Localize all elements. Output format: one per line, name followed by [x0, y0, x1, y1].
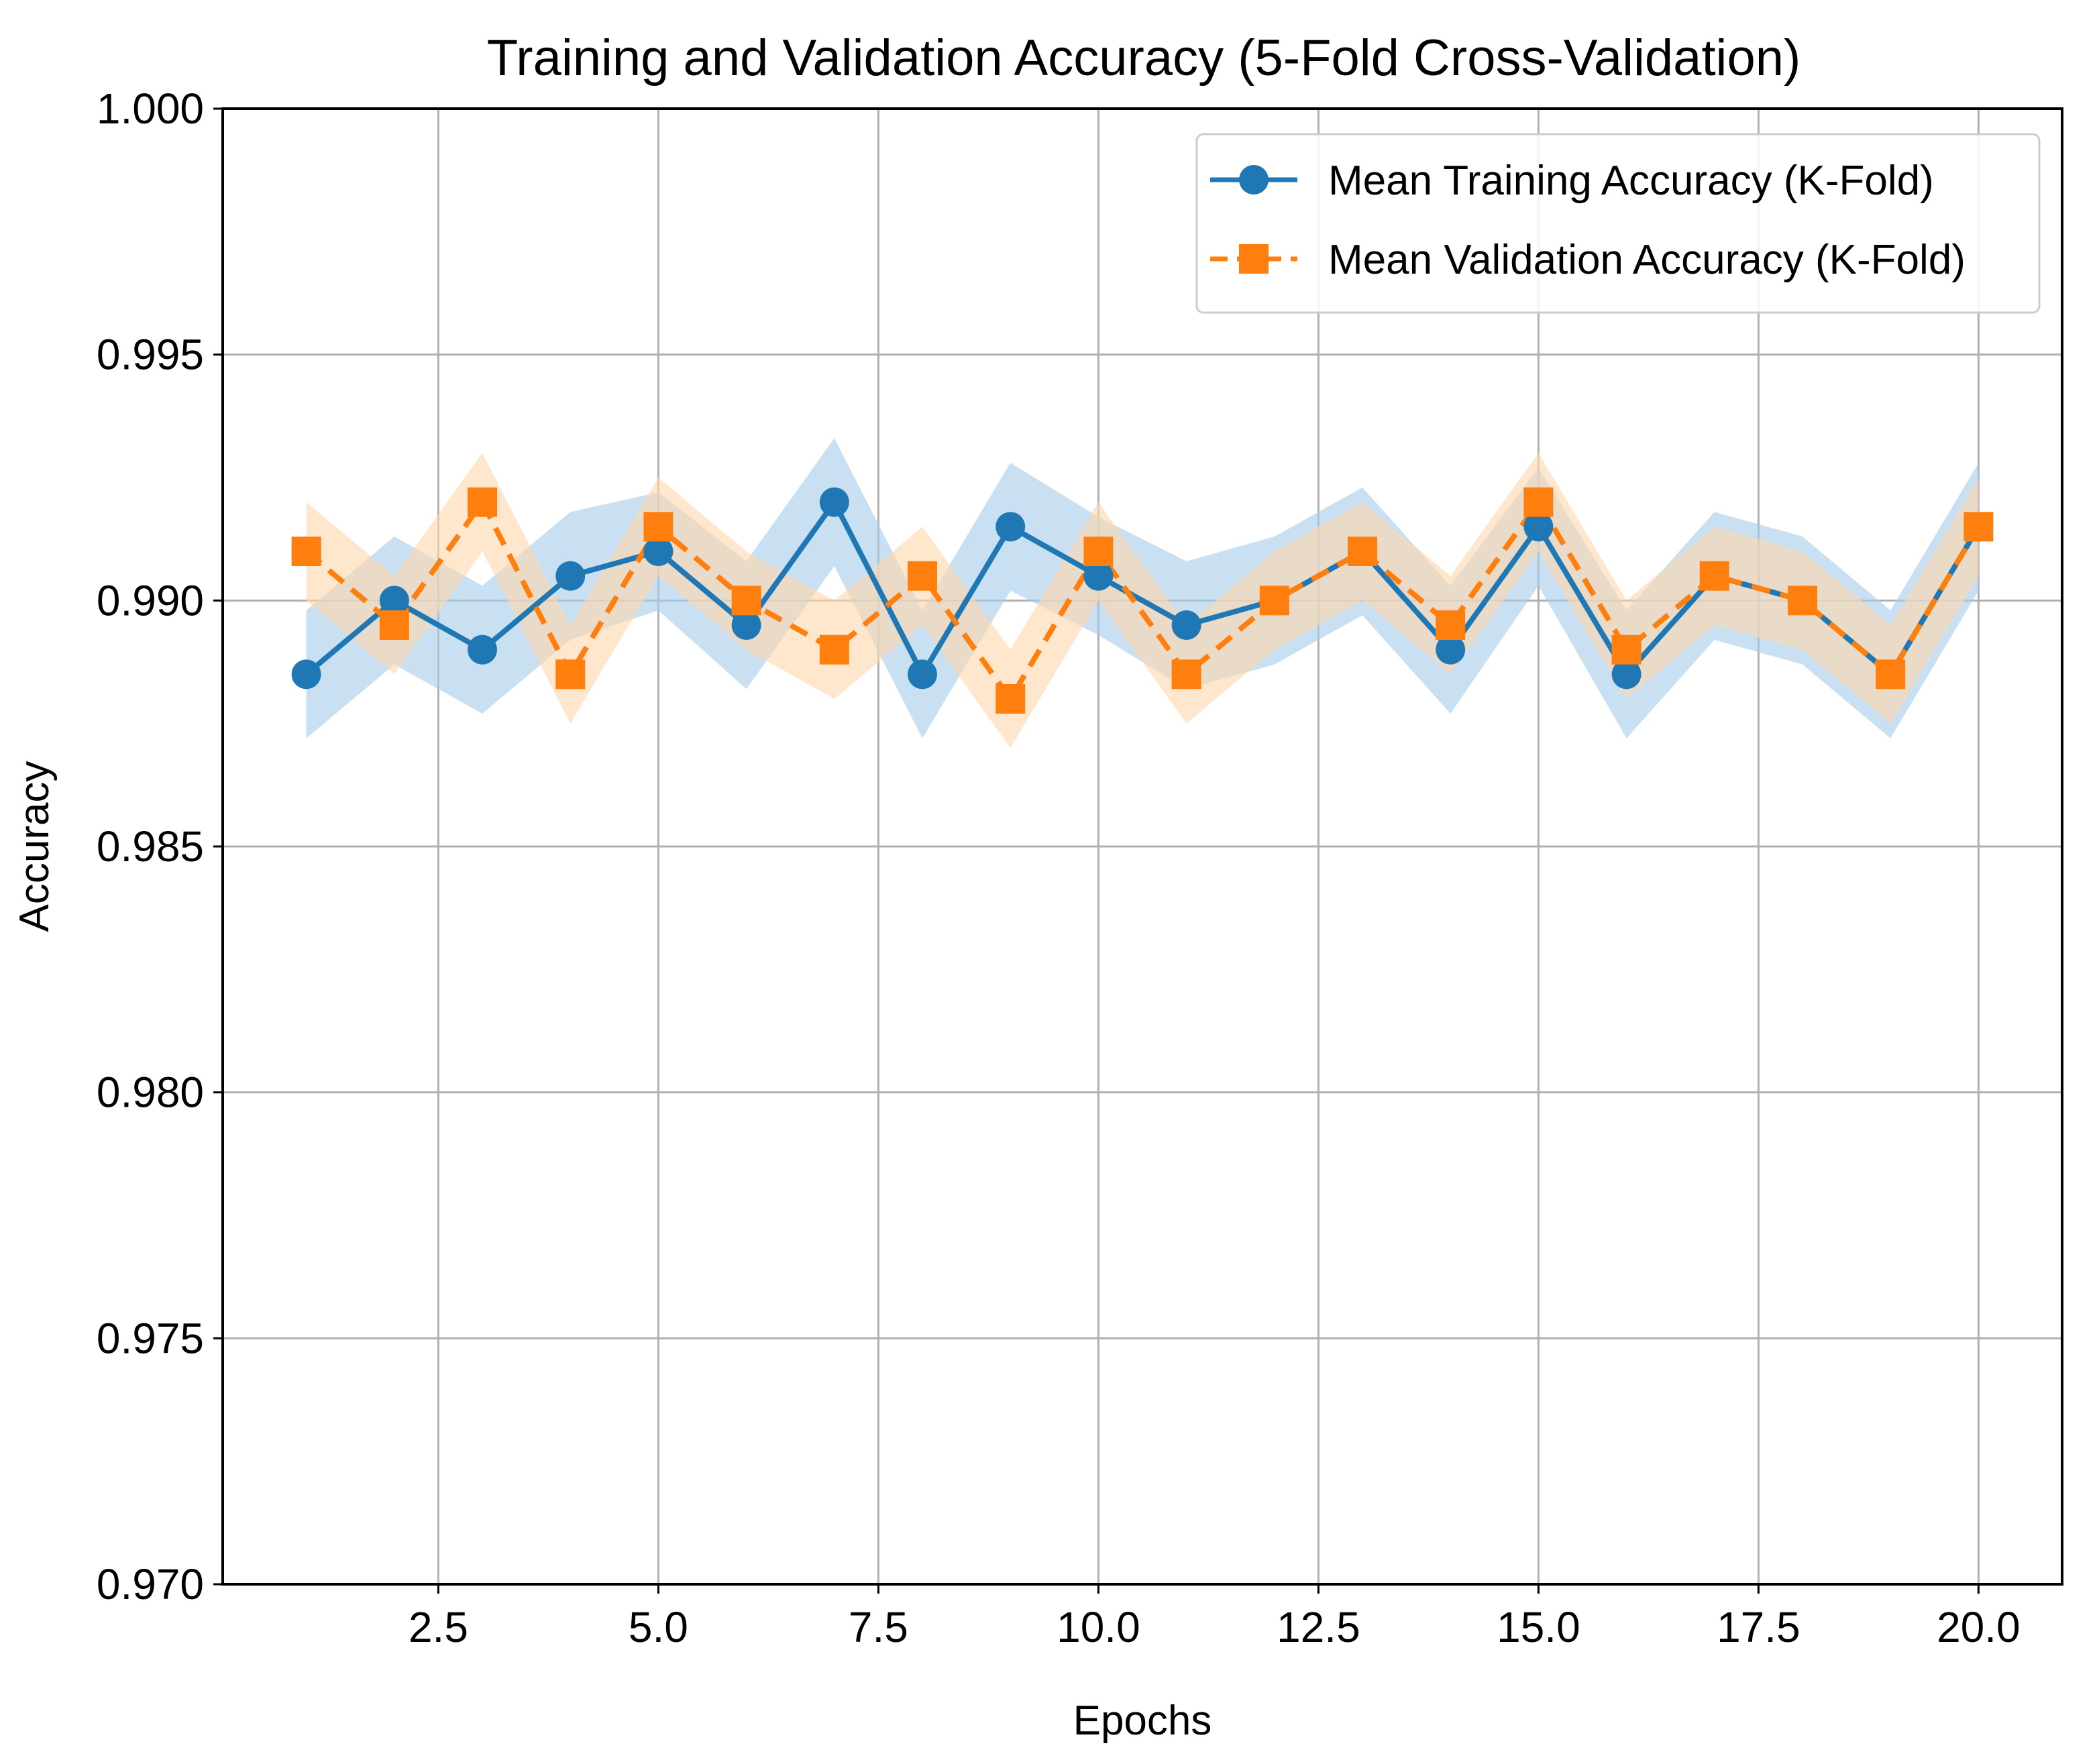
training-point — [1171, 610, 1201, 640]
training-line — [305, 499, 1981, 677]
validation-point — [468, 487, 498, 517]
validation-point — [1171, 659, 1201, 690]
legend-training-label: Mean Training Accuracy (K-Fold) — [1328, 158, 1934, 204]
x-tick-label: 7.5 — [849, 1603, 908, 1651]
training-point — [819, 487, 849, 517]
training-point — [1083, 561, 1114, 591]
validation-point — [996, 684, 1026, 714]
training-point — [1611, 659, 1642, 690]
legend-item-training: Mean Training Accuracy (K-Fold) — [1210, 158, 1934, 204]
x-tick-label: 15.0 — [1497, 1603, 1580, 1651]
validation-point — [819, 635, 849, 665]
x-tick-label: 10.0 — [1057, 1603, 1140, 1651]
validation-point — [1787, 586, 1817, 616]
x-tick-label: 2.5 — [409, 1603, 468, 1651]
validation-point — [1523, 487, 1554, 517]
training-point — [291, 659, 321, 690]
y-tick-label: 0.970 — [97, 1560, 204, 1608]
validation-point — [1964, 512, 1994, 542]
training-point — [379, 586, 409, 616]
training-point — [468, 635, 498, 665]
x-axis-label: Epochs — [1073, 1698, 1212, 1744]
training-point — [555, 561, 586, 591]
validation-point — [643, 512, 674, 542]
validation-point — [731, 586, 761, 616]
y-axis-ticks: 0.970 0.975 0.980 0.985 0.990 0.995 1.000 — [97, 85, 223, 1608]
x-tick-label: 5.0 — [629, 1603, 688, 1651]
validation-point — [1699, 561, 1729, 591]
validation-point — [1259, 586, 1289, 616]
validation-point — [291, 537, 321, 566]
training-point — [1523, 512, 1554, 542]
x-tick-label: 17.5 — [1717, 1603, 1800, 1651]
legend-training-marker — [1239, 165, 1269, 195]
y-tick-label: 0.975 — [97, 1314, 204, 1362]
y-tick-label: 0.985 — [97, 822, 204, 871]
y-tick-label: 0.995 — [97, 331, 204, 379]
training-point — [908, 659, 938, 690]
chart-title: Training and Validation Accuracy (5-Fold… — [487, 30, 1801, 87]
validation-point — [908, 561, 938, 591]
training-point — [996, 512, 1026, 542]
y-tick-label: 0.990 — [97, 576, 204, 624]
series-markers — [291, 487, 1994, 714]
y-axis-label: Accuracy — [11, 761, 58, 932]
legend-validation-marker — [1239, 244, 1269, 274]
y-tick-label: 1.000 — [97, 85, 204, 133]
training-point — [731, 610, 761, 640]
legend-validation-label: Mean Validation Accuracy (K-Fold) — [1328, 237, 1966, 283]
validation-point — [1876, 659, 1906, 690]
x-tick-label: 20.0 — [1937, 1603, 2021, 1651]
validation-point — [379, 610, 409, 640]
training-point — [643, 537, 674, 566]
x-axis-ticks: 2.5 5.0 7.5 10.0 12.5 15.0 17.5 20.0 — [409, 1584, 2021, 1651]
validation-point — [555, 659, 586, 690]
training-point — [1436, 635, 1466, 665]
x-tick-label: 12.5 — [1277, 1603, 1360, 1651]
legend-item-validation: Mean Validation Accuracy (K-Fold) — [1210, 237, 1966, 283]
validation-point — [1611, 635, 1642, 665]
validation-point — [1436, 610, 1466, 640]
validation-point — [1083, 537, 1114, 566]
legend: Mean Training Accuracy (K-Fold) Mean Val… — [1195, 133, 2041, 314]
legend-box — [1195, 133, 2041, 314]
y-tick-label: 0.980 — [97, 1068, 204, 1117]
validation-point — [1347, 537, 1377, 566]
